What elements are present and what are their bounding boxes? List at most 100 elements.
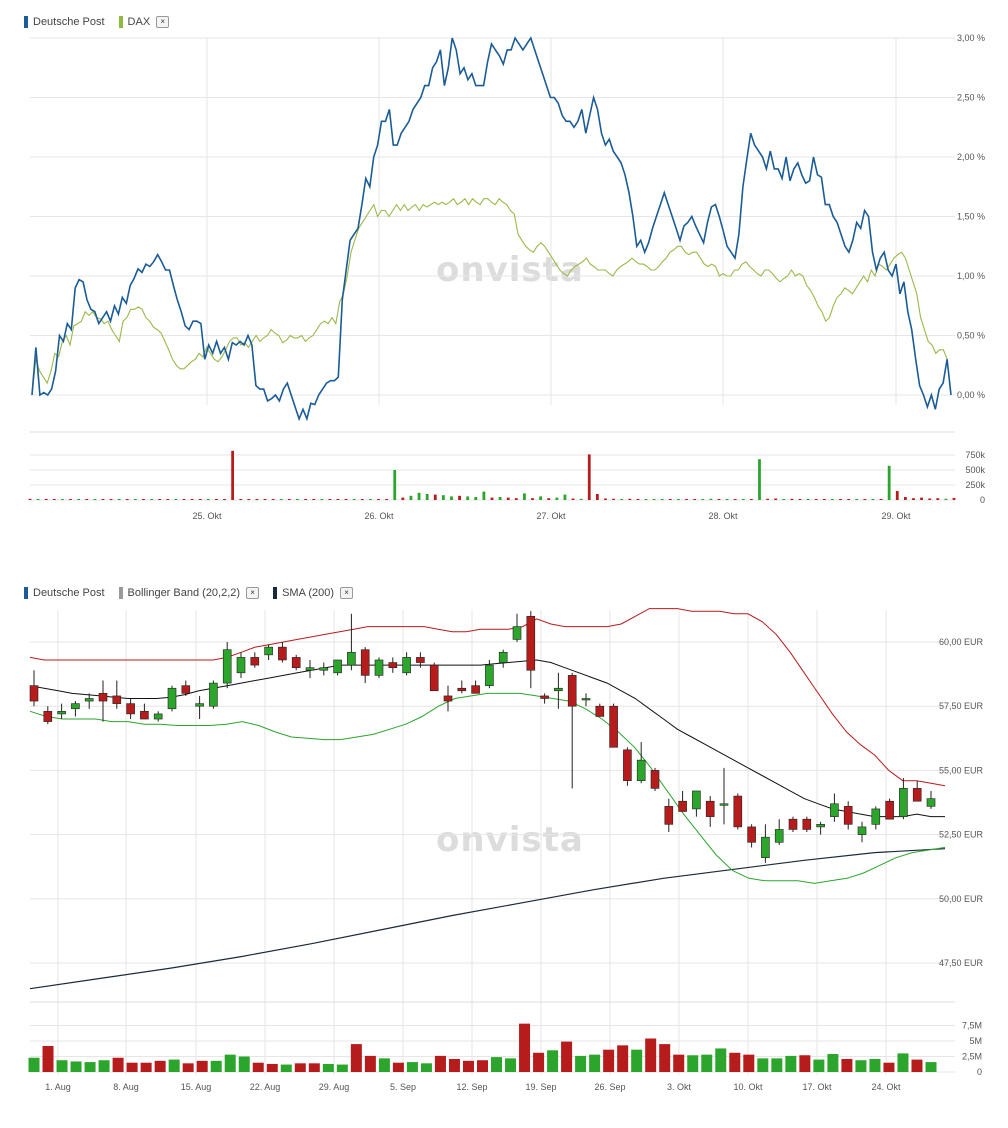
volume-bar — [196, 1060, 208, 1072]
candle-body — [692, 790, 701, 810]
x-tick-label: 8. Aug — [113, 1082, 139, 1092]
volume-bar — [101, 499, 105, 500]
x-tick-label: 29. Aug — [319, 1082, 350, 1092]
volume-bar — [506, 497, 510, 500]
volume-bar — [855, 1060, 867, 1072]
volume-bar — [364, 1055, 376, 1072]
volume-bar — [725, 499, 729, 500]
volume-bar — [433, 494, 437, 500]
candle-body — [581, 698, 591, 701]
volume-bar — [378, 1058, 390, 1072]
legend-swatch — [118, 16, 123, 28]
candle-body — [416, 657, 425, 663]
candle-body — [181, 685, 191, 694]
candle-body — [774, 829, 784, 843]
volume-bar — [401, 497, 405, 500]
volume-bar — [827, 1054, 839, 1072]
volume-bar — [280, 1064, 292, 1072]
volume-bar — [944, 498, 948, 500]
candle-body — [57, 711, 66, 715]
volume-bar — [231, 450, 235, 500]
y-tick-label: 750k — [965, 450, 985, 460]
volume-bar — [920, 497, 923, 500]
volume-bar — [385, 499, 389, 500]
legend-label: Deutsche Post — [33, 587, 105, 599]
volume-bar — [628, 498, 632, 500]
volume-bar — [223, 499, 226, 500]
volume-bar — [206, 499, 210, 500]
volume-bar — [28, 498, 32, 500]
candle-body — [636, 759, 646, 781]
y-tick-label: 0,50 % — [957, 331, 985, 341]
candle-body — [84, 698, 94, 702]
volume-bar — [352, 499, 356, 500]
x-tick-label: 3. Okt — [667, 1082, 692, 1092]
candle-body — [457, 687, 467, 692]
volume-bar — [749, 499, 753, 500]
y-tick-label: 5M — [969, 1036, 982, 1046]
volume-bar — [266, 1063, 278, 1072]
volume-bar — [782, 499, 786, 500]
volume-bar — [539, 496, 543, 500]
volume-bar — [294, 1063, 306, 1072]
volume-bar — [154, 1060, 166, 1072]
volume-bar — [936, 498, 940, 500]
volume-bar — [377, 499, 380, 500]
volume-bar — [589, 1054, 601, 1072]
volume-bar — [668, 499, 672, 500]
volume-bar — [462, 1060, 474, 1072]
legend-item-bollinger: Bollinger Band (20,2,2) × — [118, 587, 260, 599]
y-tick-label: 500k — [965, 465, 985, 475]
volume-bar — [360, 499, 364, 500]
x-tick-label: 15. Aug — [181, 1082, 212, 1092]
remove-sma200-button[interactable]: × — [340, 587, 354, 599]
candle-body — [291, 657, 301, 668]
volume-bar — [336, 1064, 348, 1072]
y-tick-label: 1,50 % — [957, 212, 985, 222]
volume-bar — [547, 498, 551, 500]
remove-dax-button[interactable]: × — [156, 16, 170, 28]
candle-body — [761, 836, 770, 859]
x-tick-label: 24. Okt — [871, 1082, 901, 1092]
volume-bar — [652, 499, 656, 500]
candle-body — [816, 824, 825, 828]
candle-body — [733, 795, 743, 828]
volume-bar — [631, 1049, 643, 1072]
volume-bar — [595, 494, 599, 500]
remove-bollinger-button[interactable]: × — [246, 587, 260, 599]
candle-body — [498, 651, 508, 663]
x-tick-label: 22. Aug — [250, 1082, 281, 1092]
volume-bar — [182, 1063, 194, 1072]
volume-bar — [879, 499, 883, 500]
volume-bar — [450, 496, 453, 500]
volume-bar — [563, 494, 567, 500]
y-tick-label: 50,00 EUR — [939, 894, 984, 904]
volume-bar — [505, 1058, 517, 1072]
candle-body — [512, 626, 522, 640]
candle-body — [305, 667, 315, 671]
volume-bar — [441, 495, 445, 500]
x-tick-label: 10. Okt — [733, 1082, 763, 1092]
volume-bar — [308, 1063, 320, 1072]
volume-bar — [61, 499, 64, 500]
candle-body — [167, 687, 177, 710]
candle-body — [209, 682, 218, 707]
volume-bar — [617, 1045, 629, 1072]
y-tick-label: 0 — [977, 1067, 982, 1077]
volume-bar — [474, 497, 478, 500]
volume-bar — [125, 499, 129, 500]
candle-body — [540, 695, 549, 699]
y-tick-label: 52,50 EUR — [939, 830, 984, 840]
volume-bar — [587, 454, 591, 500]
volume-bar — [93, 499, 97, 500]
volume-bar — [304, 499, 307, 500]
volume-bar — [44, 498, 48, 500]
volume-bar — [871, 499, 875, 500]
volume-bar — [434, 1055, 446, 1072]
volume-bar — [56, 1060, 68, 1072]
x-tick-label: 12. Sep — [456, 1082, 487, 1092]
volume-bar — [636, 499, 640, 500]
volume-bar — [514, 498, 518, 500]
volume-bar — [491, 1057, 503, 1072]
series-line-dax — [31, 197, 952, 396]
